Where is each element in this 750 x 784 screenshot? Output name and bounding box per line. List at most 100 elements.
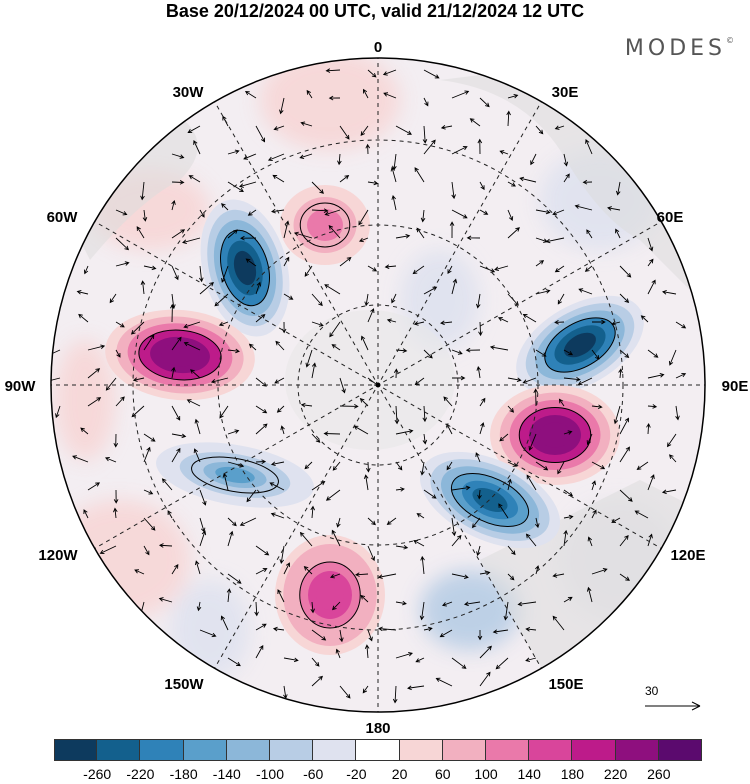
wind-arrow <box>293 231 313 239</box>
wind-arrow <box>247 209 257 216</box>
wind-arrow <box>507 377 522 383</box>
wind-arrow <box>306 89 313 99</box>
wind-arrow <box>447 265 453 275</box>
anomaly-north-atlantic-low <box>200 199 290 337</box>
wind-arrow <box>255 459 267 464</box>
wind-arrow <box>619 349 630 358</box>
wind-arrow <box>423 489 437 499</box>
wind-arrow <box>183 342 201 351</box>
wind-arrow <box>115 321 125 328</box>
wind-arrow <box>219 405 229 419</box>
wind-arrow <box>367 308 375 323</box>
wind-arrow <box>143 446 151 463</box>
wind-arrow <box>439 629 453 638</box>
wind-arrow <box>451 534 462 547</box>
wind-arrow <box>328 95 341 101</box>
wind-arrow <box>186 399 201 407</box>
wind-arrow <box>367 517 376 526</box>
wind-arrow <box>248 343 257 351</box>
wind-arrow <box>507 227 520 239</box>
colorbar-cell <box>615 739 659 761</box>
colorbar-cell <box>97 739 141 761</box>
wind-arrow <box>158 543 173 548</box>
wind-arrow <box>199 209 205 218</box>
wind-arrow <box>87 482 101 491</box>
wind-arrow <box>87 397 102 407</box>
colorbar <box>54 739 702 761</box>
north-pole-dot <box>375 382 381 388</box>
wind-arrow <box>395 233 411 239</box>
wind-arrow <box>495 657 509 670</box>
wind-arrow <box>479 422 485 435</box>
wind-arrow <box>332 601 341 611</box>
wind-arrow <box>619 265 632 278</box>
wind-arrow <box>311 675 324 687</box>
wind-arrow <box>661 290 677 295</box>
wind-arrow <box>332 461 341 471</box>
wind-arrow <box>507 478 512 491</box>
wind-arrow <box>255 644 264 659</box>
wind-arrow <box>476 366 482 379</box>
wind-arrow <box>591 349 600 360</box>
wind-arrow <box>304 461 313 470</box>
wind-arrow <box>325 489 341 501</box>
wind-arrow <box>591 461 606 470</box>
wind-arrow <box>115 237 130 251</box>
wind-arrow <box>239 181 257 188</box>
streamline-loop <box>518 407 592 463</box>
map-title: Base 20/12/2024 00 UTC, valid 21/12/2024… <box>165 1 585 21</box>
wind-arrow <box>525 657 537 663</box>
wind-arrow <box>451 573 469 580</box>
wind-arrow <box>255 567 268 575</box>
wind-arrow <box>525 533 537 547</box>
wind-arrow <box>391 293 397 304</box>
wind-arrow <box>586 433 593 446</box>
map-border <box>50 57 706 713</box>
wind-arrow <box>392 685 398 704</box>
wind-arrow <box>386 318 397 323</box>
wind-arrow <box>221 203 229 211</box>
wind-arrow <box>354 572 369 577</box>
wind-arrow <box>507 181 516 187</box>
wind-arrow <box>618 368 623 379</box>
wind-arrow <box>190 369 201 379</box>
wind-arrow <box>557 461 565 475</box>
wind-arrow <box>554 265 565 273</box>
lon-label-150e: 150E <box>548 676 583 693</box>
wind-arrow <box>360 594 369 603</box>
wind-arrow <box>479 265 496 273</box>
wind-arrow <box>365 461 371 473</box>
wind-arrow <box>675 372 687 379</box>
wind-arrow <box>140 280 146 295</box>
wind-arrow <box>339 174 350 183</box>
wind-arrow <box>471 517 481 529</box>
wind-arrow <box>246 489 257 503</box>
wind-arrow <box>507 405 515 413</box>
wind-arrow <box>535 565 540 575</box>
wind-arrow <box>611 517 621 523</box>
wind-arrow <box>280 425 285 435</box>
wind-arrow <box>240 235 257 241</box>
wind-arrow <box>423 349 433 359</box>
wind-arrow <box>358 237 369 243</box>
wind-arrow <box>227 517 237 527</box>
wind-arrow <box>105 377 117 391</box>
colorbar-cell <box>270 739 314 761</box>
wind-arrow <box>113 433 119 448</box>
wind-arrow <box>188 175 201 183</box>
wind-arrow <box>586 229 593 239</box>
anomaly-siberia-low <box>516 295 644 395</box>
colorbar-frame <box>54 739 702 761</box>
colorbar-tick-label: 20 <box>391 766 408 782</box>
wind-arrow <box>115 396 125 407</box>
wind-arrow <box>503 601 509 621</box>
colorbar-tick-label: 220 <box>603 766 628 782</box>
wind-arrow <box>362 685 369 694</box>
wind-arrow <box>395 487 405 492</box>
colorbar-cell <box>313 739 357 761</box>
wind-arrow <box>669 454 677 463</box>
wind-arrow <box>274 377 285 384</box>
wind-arrow <box>220 615 229 631</box>
colorbar-tick-label: -180 <box>169 766 198 782</box>
wind-arrow <box>299 531 313 547</box>
